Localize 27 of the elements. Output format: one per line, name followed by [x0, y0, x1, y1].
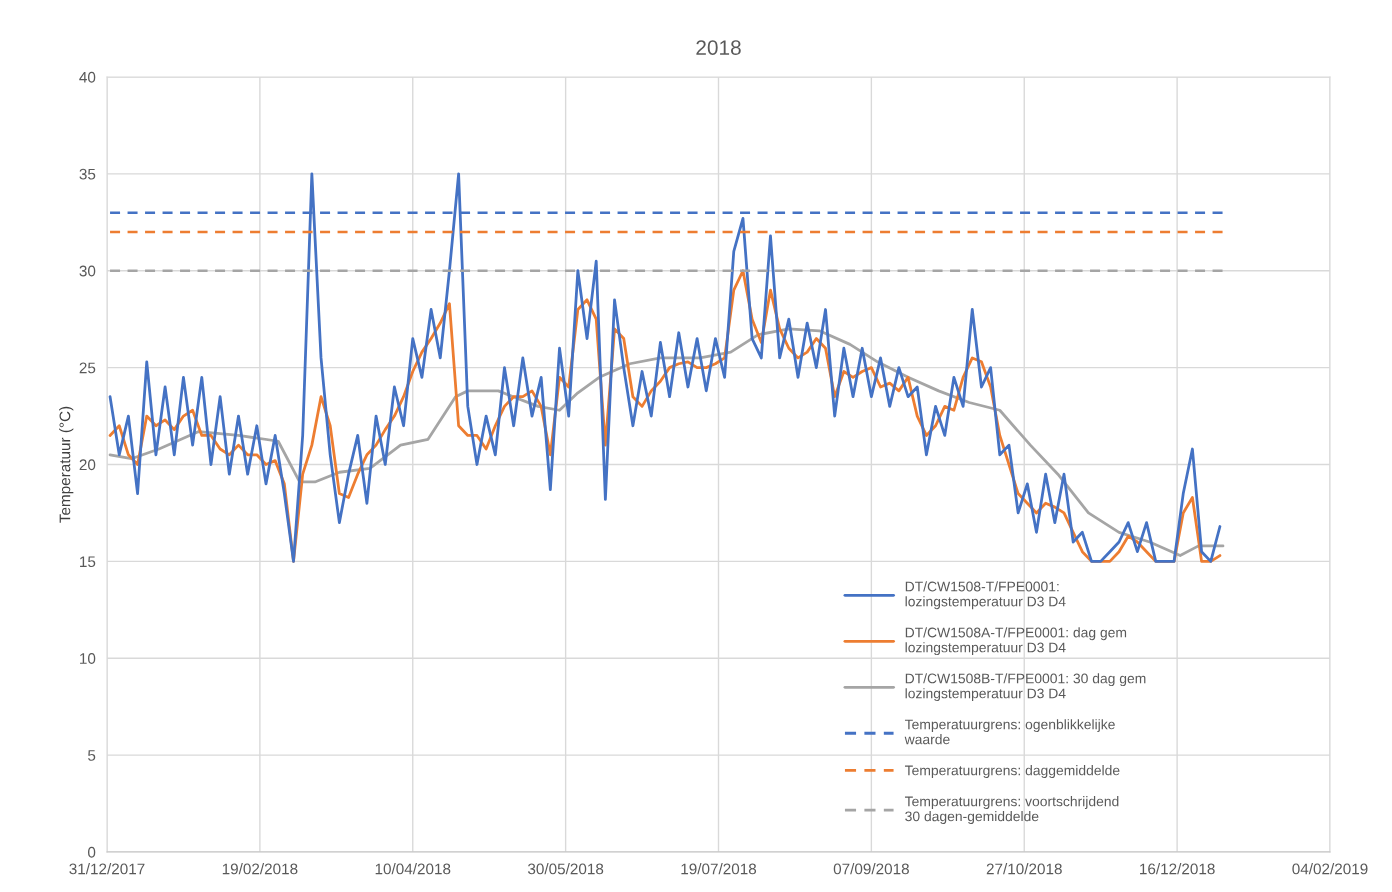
legend-label: Temperatuurgrens: daggemiddelde	[904, 765, 1120, 779]
y-tick-label: 35	[79, 168, 96, 180]
y-tick-label: 25	[79, 362, 96, 374]
x-tick-label: 19/02/2018	[222, 863, 298, 875]
x-tick-label: 27/10/2018	[986, 863, 1062, 875]
y-tick-label: 20	[79, 459, 96, 471]
legend-label: DT/CW1508B-T/FPE0001: 30 dag gem lozingstemperatuur D3 D4	[905, 673, 1146, 702]
legend-label: DT/CW1508-T/FPE0001: lozingstemperatuur D3 D4	[905, 581, 1066, 610]
legend-label: Temperatuurgrens: voortschrijdend 30 dagen-gemiddelde	[904, 796, 1119, 824]
y-tick-label: 0	[87, 846, 96, 858]
line-series	[108, 172, 1222, 563]
y-axis-title: Temperatuur (°C)	[59, 406, 74, 523]
y-tick-label: 5	[88, 750, 96, 761]
y-tick-label: 30	[79, 265, 96, 277]
x-tick-label: 04/02/2019	[1292, 863, 1368, 875]
x-tick-label: 19/07/2018	[681, 863, 757, 875]
legend-label: Temperatuurgrens: ogenblikkelijke waarde	[904, 719, 1115, 745]
x-tick-label: 30/05/2018	[527, 863, 604, 875]
y-tick-label: 40	[79, 71, 96, 83]
x-tick-label: 16/12/2018	[1140, 863, 1215, 875]
x-tick-label: 10/04/2018	[375, 863, 451, 875]
x-tick-label: 07/09/2018	[833, 863, 909, 875]
chart-title: 2018	[696, 40, 741, 55]
y-tick-label: 10	[80, 653, 96, 664]
y-tick-label: 15	[80, 556, 96, 568]
legend-label: DT/CW1508A-T/FPE0001: dag gem lozingstemperatuur D3 D4	[905, 627, 1127, 656]
x-tick-label: 31/12/2017	[69, 863, 145, 875]
